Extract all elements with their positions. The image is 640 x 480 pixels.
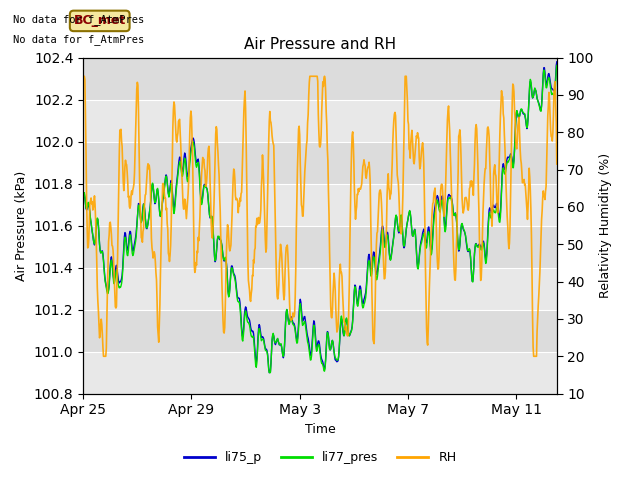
Bar xyxy=(83,351,557,394)
Y-axis label: Relativity Humidity (%): Relativity Humidity (%) xyxy=(599,153,612,298)
Bar xyxy=(83,184,557,226)
Bar xyxy=(83,267,557,310)
Title: Air Pressure and RH: Air Pressure and RH xyxy=(244,37,396,52)
Legend: li75_p, li77_pres, RH: li75_p, li77_pres, RH xyxy=(179,446,461,469)
Text: No data for f_AtmPres: No data for f_AtmPres xyxy=(13,14,144,25)
X-axis label: Time: Time xyxy=(305,423,335,436)
Y-axis label: Air Pressure (kPa): Air Pressure (kPa) xyxy=(15,170,28,281)
Bar xyxy=(83,100,557,142)
Text: No data for f_AtmPres: No data for f_AtmPres xyxy=(13,34,144,45)
Text: BC_met: BC_met xyxy=(74,14,126,27)
